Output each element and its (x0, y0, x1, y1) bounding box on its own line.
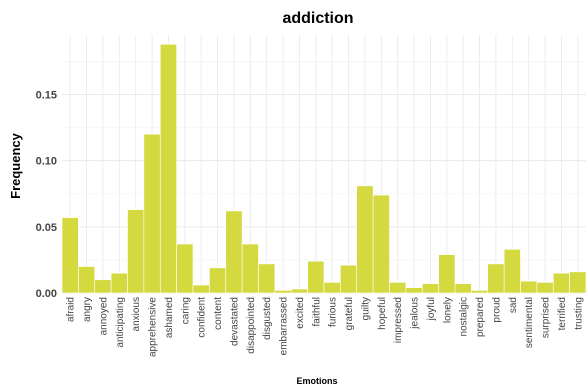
x-tick-label: prepared (475, 297, 486, 337)
x-tick-label: jealous (410, 297, 421, 330)
y-axis-title: Frequency (8, 132, 23, 199)
x-tick-label: anticipating (115, 297, 126, 348)
bar-devastated (225, 210, 243, 294)
x-tick-label: furious (328, 297, 339, 327)
x-tick-label: trusting (573, 297, 584, 330)
bar-disgusted (258, 263, 276, 294)
bar-lonely (438, 254, 456, 294)
bar-annoyed (94, 279, 112, 294)
bar-confident (192, 284, 210, 294)
bar-sentimental (520, 280, 538, 294)
x-tick-label: joyful (426, 297, 437, 321)
bar-joyful (421, 283, 439, 294)
y-tick-label: 0.05 (36, 222, 57, 234)
y-tick-labels: 0.00 0.05 0.10 0.15 (36, 90, 57, 300)
bar-ashamed (159, 43, 177, 294)
bar-anxious (127, 209, 145, 294)
x-tick-label: lonely (442, 297, 453, 323)
x-tick-label: excited (295, 297, 306, 329)
bar-prepared (471, 290, 489, 294)
bar-content (209, 267, 227, 294)
x-tick-label: caring (180, 297, 191, 324)
bar-disappointed (241, 243, 259, 294)
x-tick-label: impressed (393, 297, 404, 343)
x-tick-label: grateful (344, 297, 355, 330)
x-tick-label: guilty (360, 297, 371, 320)
bar-furious (323, 282, 341, 294)
x-tick-label: surprised (541, 297, 552, 338)
bar-nostalgic (454, 283, 472, 294)
x-tick-label: confident (197, 297, 208, 338)
bar-angry (78, 266, 96, 294)
chart-title: addiction (282, 10, 353, 27)
x-tick-label: sentimental (524, 297, 535, 348)
x-axis-title: Emotions (296, 376, 337, 386)
bar-jealous (405, 287, 423, 294)
bar-terrified (552, 272, 570, 294)
bar-embarrassed (274, 290, 292, 294)
bar-caring (176, 243, 194, 294)
x-tick-label: devastated (229, 297, 240, 346)
x-tick-label: afraid (66, 297, 77, 322)
bar-anticipating (110, 272, 128, 294)
x-tick-label: sad (508, 297, 519, 313)
bar-trusting (569, 271, 587, 294)
x-tick-label: proud (491, 297, 502, 323)
x-tick-label: disgusted (262, 297, 273, 340)
bar-apprehensive (143, 133, 161, 294)
x-tick-label: embarrassed (279, 297, 290, 355)
bar-excited (290, 288, 308, 294)
y-tick-label: 0.15 (36, 90, 57, 102)
x-tick-label: angry (82, 297, 93, 322)
bars (61, 43, 587, 294)
bar-grateful (340, 264, 358, 294)
bar-faithful (307, 260, 325, 294)
x-tick-label: disappointed (246, 297, 257, 354)
bar-impressed (389, 282, 407, 294)
x-tick-label: terrified (557, 297, 568, 330)
x-tick-label: apprehensive (148, 297, 159, 357)
y-tick-label: 0.10 (36, 156, 57, 168)
x-tick-label: hopeful (377, 297, 388, 330)
y-tick-label: 0.00 (36, 288, 57, 300)
x-tick-label: annoyed (98, 297, 109, 335)
bar-guilty (356, 185, 374, 294)
x-tick-label: ashamed (164, 297, 175, 338)
bar-proud (487, 263, 505, 294)
x-tick-labels: afraid angry annoyed anticipating anxious app… (66, 297, 585, 357)
x-tick-label: nostalgic (459, 297, 470, 336)
bar-surprised (536, 282, 554, 294)
x-tick-label: anxious (131, 297, 142, 331)
bar-hopeful (372, 194, 390, 294)
bar-afraid (61, 217, 79, 294)
bar-sad (503, 249, 521, 294)
x-tick-label: content (213, 297, 224, 330)
x-tick-label: faithful (311, 297, 322, 326)
